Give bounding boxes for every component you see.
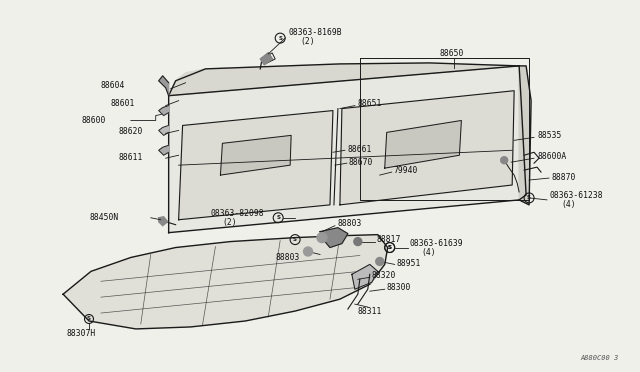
Text: 88661: 88661 xyxy=(348,145,372,154)
Circle shape xyxy=(376,257,384,265)
Polygon shape xyxy=(340,91,514,205)
Text: 88307H: 88307H xyxy=(66,329,95,339)
Text: (4): (4) xyxy=(422,248,436,257)
Polygon shape xyxy=(179,110,333,220)
Text: S: S xyxy=(276,215,280,220)
Circle shape xyxy=(354,238,362,246)
Text: 08363-8169B: 08363-8169B xyxy=(288,28,342,37)
Text: 08363-61639: 08363-61639 xyxy=(410,239,463,248)
Polygon shape xyxy=(385,121,461,168)
Text: 88611: 88611 xyxy=(119,153,143,162)
Text: 08363-82098: 08363-82098 xyxy=(211,209,264,218)
Text: 88803: 88803 xyxy=(276,253,300,262)
Text: 79940: 79940 xyxy=(394,166,418,174)
Text: S: S xyxy=(293,237,297,242)
Text: 88600: 88600 xyxy=(81,116,106,125)
Polygon shape xyxy=(260,53,272,65)
Text: (4): (4) xyxy=(561,201,575,209)
Text: S: S xyxy=(278,36,282,41)
Text: 88300: 88300 xyxy=(387,283,411,292)
Polygon shape xyxy=(159,76,169,96)
Text: 88604: 88604 xyxy=(101,81,125,90)
Text: 88650: 88650 xyxy=(440,48,464,58)
Text: 88620: 88620 xyxy=(119,127,143,136)
Text: 88600A: 88600A xyxy=(537,152,566,161)
Circle shape xyxy=(317,232,327,243)
Polygon shape xyxy=(159,217,168,226)
Text: 88670: 88670 xyxy=(349,158,373,167)
Polygon shape xyxy=(220,135,291,175)
Text: 88803: 88803 xyxy=(338,219,362,228)
Polygon shape xyxy=(159,125,169,135)
Text: S: S xyxy=(388,245,392,250)
Polygon shape xyxy=(63,235,388,329)
Text: (2): (2) xyxy=(300,36,315,46)
Polygon shape xyxy=(169,66,526,232)
Polygon shape xyxy=(159,106,169,116)
Text: S: S xyxy=(527,195,531,201)
Text: (2): (2) xyxy=(223,218,237,227)
Text: S: S xyxy=(388,245,392,250)
Text: 88601: 88601 xyxy=(111,99,135,108)
Text: 88320: 88320 xyxy=(372,271,396,280)
Polygon shape xyxy=(352,264,378,289)
Polygon shape xyxy=(320,228,348,247)
Text: 88311: 88311 xyxy=(358,307,382,315)
Text: 88450N: 88450N xyxy=(89,213,118,222)
Polygon shape xyxy=(169,63,519,96)
Text: 88651: 88651 xyxy=(358,99,382,108)
Polygon shape xyxy=(159,145,169,155)
Text: S: S xyxy=(87,317,91,321)
Circle shape xyxy=(500,157,508,164)
Polygon shape xyxy=(519,66,531,205)
Text: 88817: 88817 xyxy=(377,235,401,244)
Circle shape xyxy=(303,247,312,256)
Text: 88535: 88535 xyxy=(537,131,561,140)
Text: 88870: 88870 xyxy=(552,173,577,182)
Text: A880C00 3: A880C00 3 xyxy=(580,355,619,361)
Text: 08363-61238: 08363-61238 xyxy=(549,192,603,201)
Text: 88951: 88951 xyxy=(397,259,421,268)
